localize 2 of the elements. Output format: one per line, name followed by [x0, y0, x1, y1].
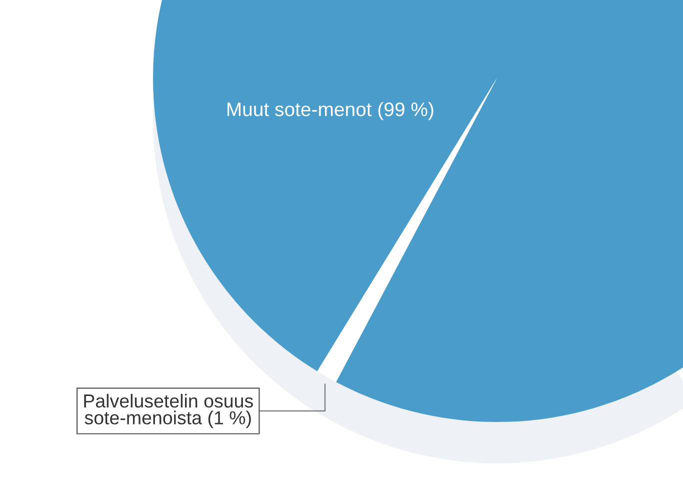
slice-label: Muut sote-menot (99 %)	[227, 102, 434, 120]
slice-label: Palvelusetelin osuus sote-menoista (1 %)	[84, 394, 253, 428]
